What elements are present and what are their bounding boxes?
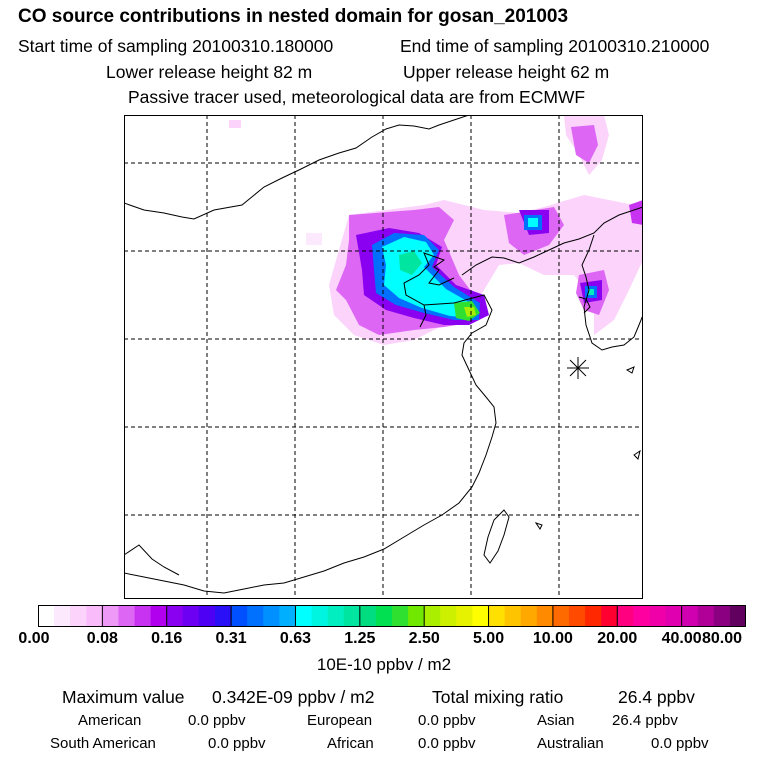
colorbar-tick-label: 5.00 <box>472 630 505 647</box>
max-value: 0.342E-09 ppbv / m2 <box>212 687 375 707</box>
colorbar-cell <box>215 605 232 627</box>
south-american-value: 0.0 ppbv <box>208 735 266 752</box>
colorbar-cell <box>359 605 377 627</box>
upper-release-height-label: Upper release height 62 m <box>403 62 610 82</box>
start-time-label: Start time of sampling 20100310.180000 <box>18 36 334 56</box>
colorbar-tick-label: 0.08 <box>86 630 118 647</box>
colorbar-cell <box>520 605 538 627</box>
asian-label: Asian <box>537 712 575 729</box>
colorbar-cell <box>295 605 313 627</box>
colorbar-cell <box>54 605 71 627</box>
colorbar-cell <box>327 605 345 627</box>
colorbar-dividers <box>101 605 683 627</box>
colorbar-cell <box>375 605 393 627</box>
south-american-label: South American <box>50 735 156 752</box>
colorbar-cells <box>38 605 746 627</box>
map-grid <box>124 115 643 599</box>
colorbar-cell <box>424 605 441 627</box>
colorbar-cell <box>166 605 184 627</box>
colorbar-cell <box>311 605 329 627</box>
colorbar-cell <box>440 605 457 627</box>
colorbar-tick-label: 0.31 <box>215 630 247 647</box>
plume-green-core <box>399 251 422 275</box>
receptor-marker <box>567 357 589 379</box>
colorbar-cell <box>665 605 683 627</box>
colorbar-tick-label: 10.00 <box>532 630 573 647</box>
colorbar-tick-label: 20.00 <box>597 630 638 647</box>
asian-value: 26.4 ppbv <box>612 712 678 729</box>
colorbar-tick-label: 40.00 <box>661 630 702 647</box>
plume-cyan-korea <box>588 289 594 295</box>
colorbar-cell <box>601 605 618 627</box>
colorbar-cell <box>456 605 473 627</box>
colorbar-cell <box>585 605 602 627</box>
american-label: American <box>78 712 142 729</box>
colorbar-tick-label: 0.16 <box>151 630 183 647</box>
colorbar-cell <box>279 605 296 627</box>
colorbar-cell <box>633 605 650 627</box>
total-mixing-ratio-label: Total mixing ratio <box>432 687 564 707</box>
colorbar-border <box>38 605 746 627</box>
colorbar-cell <box>569 605 586 627</box>
european-label: European <box>307 712 373 729</box>
colorbar-cell <box>408 605 425 627</box>
tracer-note: Passive tracer used, meteorological data… <box>128 87 586 107</box>
colorbar-cell <box>134 605 152 627</box>
colorbar-cell <box>247 605 264 627</box>
map-border <box>124 115 643 599</box>
colorbar-cell <box>649 605 667 627</box>
plume-cyan-ne <box>528 218 538 227</box>
end-time-label: End time of sampling 20100310.210000 <box>400 36 710 56</box>
concentration-field <box>229 115 643 345</box>
colorbar-cell <box>343 605 361 627</box>
colorbar-tick-label: 0.00 <box>18 630 50 647</box>
page-title: CO source contributions in nested domain… <box>18 6 569 27</box>
colorbar-cell <box>102 605 119 627</box>
european-value: 0.0 ppbv <box>418 712 476 729</box>
colorbar-cell <box>488 605 506 627</box>
colorbar-cell <box>392 605 409 627</box>
max-value-label: Maximum value <box>62 687 185 707</box>
american-value: 0.0 ppbv <box>188 712 246 729</box>
colorbar-cell <box>150 605 168 627</box>
plume-yellowgreen-core <box>464 307 476 317</box>
colorbar-cell <box>536 605 554 627</box>
lower-release-height-label: Lower release height 82 m <box>106 62 313 82</box>
coastline <box>124 115 643 594</box>
australian-label: Australian <box>537 735 604 752</box>
colorbar-cell <box>231 605 248 627</box>
colorbar-cell <box>729 605 746 627</box>
colorbar-unit: 10E-10 ppbv / m2 <box>316 655 452 674</box>
colorbar-cell <box>681 605 699 627</box>
colorbar-cell <box>70 605 87 627</box>
plume-magenta-east <box>629 200 643 225</box>
colorbar-tick-label: 0.63 <box>279 630 312 647</box>
colorbar-cell <box>118 605 136 627</box>
colorbar-tick-label: 1.25 <box>344 630 376 647</box>
colorbar-cell <box>697 605 715 627</box>
colorbar-cell <box>38 605 55 627</box>
plume-halo-small <box>229 120 241 128</box>
colorbar-cell <box>198 605 216 627</box>
colorbar-cell <box>617 605 634 627</box>
colorbar-cell <box>552 605 570 627</box>
colorbar <box>38 605 746 627</box>
plume-halo-west <box>306 233 322 245</box>
colorbar-cell <box>713 605 731 627</box>
african-value: 0.0 ppbv <box>418 735 476 752</box>
colorbar-tick-label: 2.50 <box>408 630 440 647</box>
australian-value: 0.0 ppbv <box>651 735 709 752</box>
total-mixing-ratio-value: 26.4 ppbv <box>618 687 695 707</box>
african-label: African <box>327 735 374 752</box>
colorbar-cell <box>263 605 280 627</box>
plume-magenta-north <box>571 125 598 163</box>
colorbar-tick-label: 80.00 <box>701 630 743 647</box>
colorbar-cell <box>472 605 490 627</box>
colorbar-cell <box>86 605 103 627</box>
colorbar-cell <box>504 605 522 627</box>
map-panel <box>124 115 643 599</box>
colorbar-cell <box>182 605 200 627</box>
